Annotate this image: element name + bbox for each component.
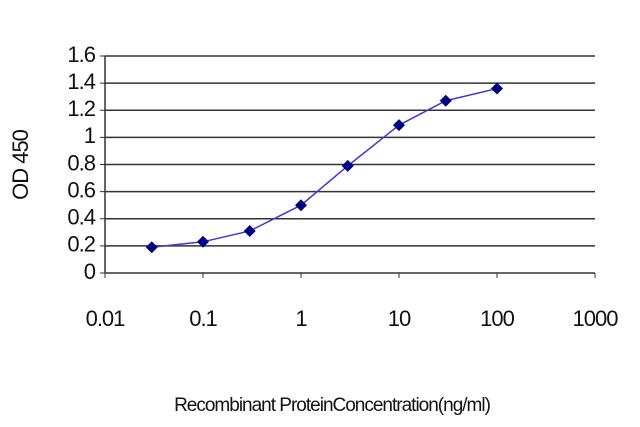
data-point: [491, 82, 503, 95]
y-tick-label: 1.4: [67, 69, 95, 94]
y-tick-label: 1.6: [67, 42, 95, 67]
y-axis-label: OD 450: [8, 129, 33, 200]
x-tick-label: 0.01: [86, 306, 126, 331]
x-tick-label: 1: [295, 306, 307, 331]
x-tick-label: 0.1: [189, 306, 217, 331]
y-tick-label: 0.6: [67, 177, 95, 202]
data-point: [295, 199, 307, 212]
data-point: [439, 94, 452, 107]
y-tick-label: 0.8: [67, 150, 95, 175]
y-tick-label: 0.2: [67, 232, 95, 257]
x-axis-label: Recombinant ProteinConcentration(ng/ml): [174, 395, 491, 416]
x-tick-label: 1000: [573, 306, 619, 331]
y-tick-label: 1.2: [67, 96, 95, 121]
series-line: [151, 87, 498, 248]
data-point: [145, 241, 158, 254]
data-point: [197, 235, 209, 248]
y-tick-label: 0: [84, 259, 96, 284]
data-point: [393, 119, 405, 132]
data-point: [243, 224, 256, 237]
data-point: [341, 159, 354, 172]
x-tick-label: 10: [388, 306, 411, 331]
x-tick-label: 100: [480, 306, 514, 331]
y-tick-label: 1: [84, 123, 96, 148]
y-tick-label: 0.4: [67, 205, 95, 230]
